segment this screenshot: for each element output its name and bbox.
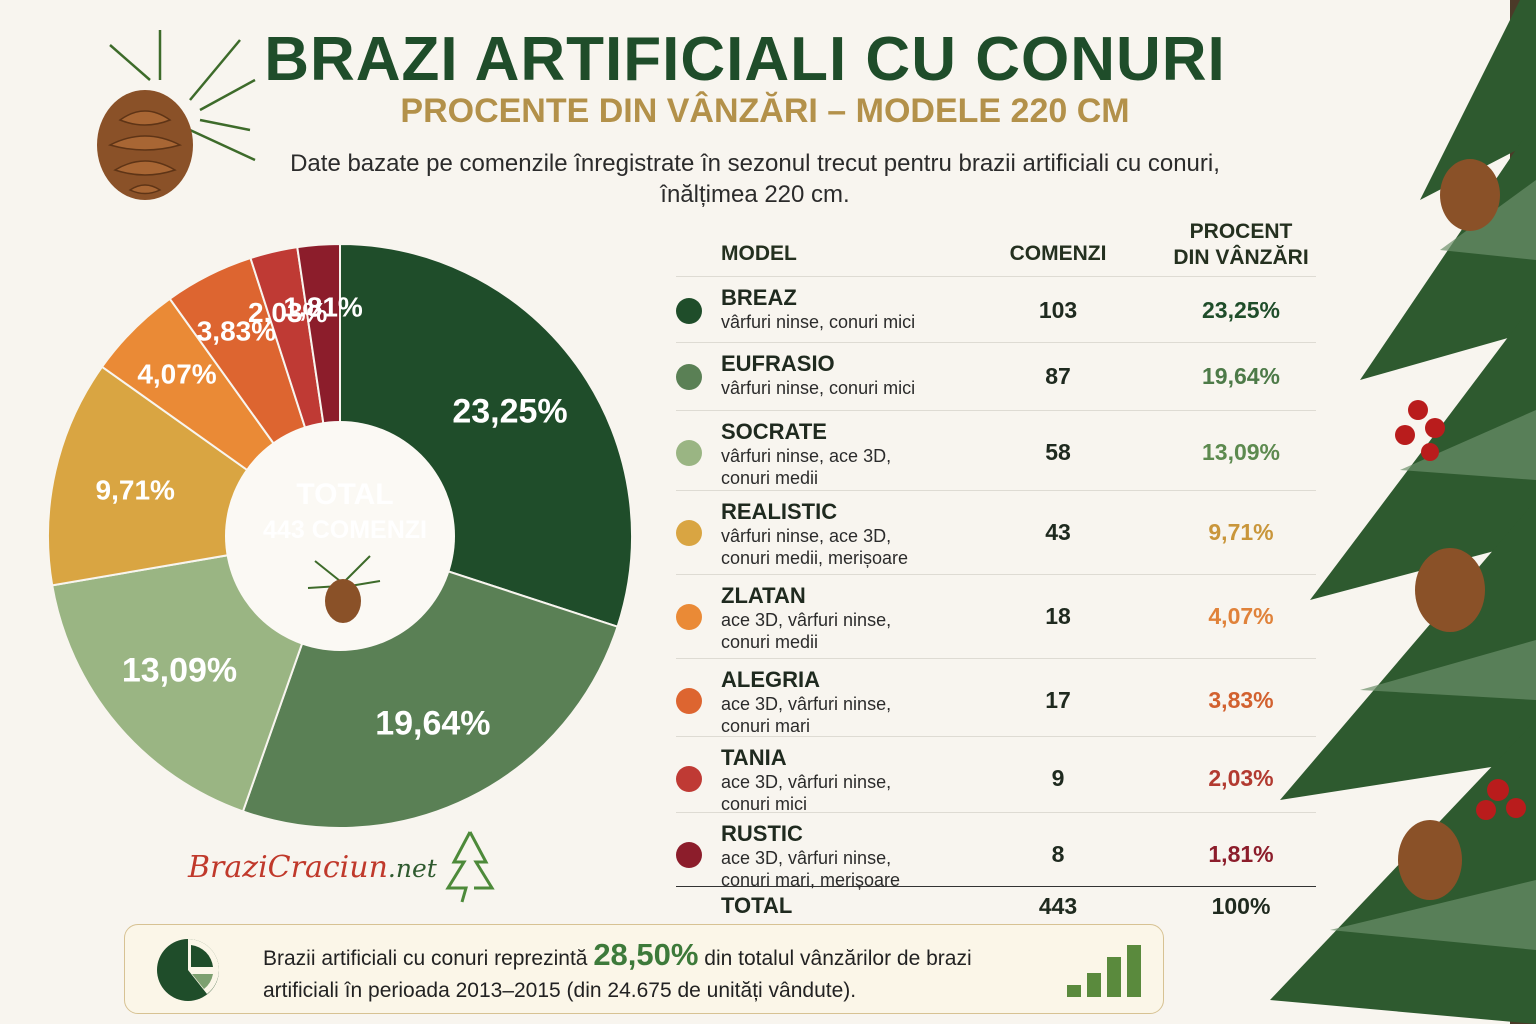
footer-text-before: Brazii artificiali cu conuri reprezintă: [263, 947, 588, 970]
model-desc: ace 3D, vârfuri ninse,: [721, 694, 892, 714]
percent-cell: 9,71%: [1208, 519, 1274, 545]
page-title: BRAZI ARTIFICIALI CU CONURI: [264, 25, 1226, 94]
footer-summary: Brazii artificiali cu conuri reprezintă …: [124, 924, 1164, 1014]
slice-label: 9,71%: [96, 474, 175, 505]
orders-cell: 17: [1045, 687, 1071, 713]
model-name: TANIA: [721, 745, 787, 770]
legend-dot: [676, 298, 702, 324]
page-subtitle: PROCENTE DIN VÂNZĂRI – MODELE 220 CM: [400, 92, 1130, 130]
model-desc: vârfuri ninse, ace 3D,: [721, 446, 892, 466]
slice-label: 4,07%: [137, 359, 216, 390]
table-row: ZLATAN ace 3D, vârfuri ninse, conuri medii…: [676, 574, 1316, 659]
bar-chart-icon: [1067, 945, 1141, 997]
legend-dot: [676, 842, 702, 868]
logo-tld: .net: [387, 854, 437, 883]
orders-cell: 18: [1045, 603, 1071, 629]
slice-label: 19,64%: [375, 704, 490, 742]
model-desc-2: conuri medii: [721, 632, 819, 652]
col-header-model: MODEL: [721, 242, 797, 265]
model-desc: ace 3D, vârfuri ninse,: [721, 772, 892, 792]
brand-logo: BraziCraciun.net: [188, 850, 437, 885]
footer-text: Brazii artificiali cu conuri reprezintă …: [263, 939, 1043, 1007]
slice-label: 3,83%: [197, 316, 276, 347]
orders-cell: 87: [1045, 363, 1071, 389]
legend-dot: [676, 440, 702, 466]
logo-brand: BraziCraciun: [188, 850, 388, 885]
orders-cell: 9: [1051, 765, 1065, 791]
donut-chart: TOTAL 443 COMENZI 23,25% 19,64% 13,09% 9,71…: [47, 242, 633, 829]
legend-dot: [676, 688, 702, 714]
model-name: ALEGRIA: [721, 667, 820, 692]
model-desc-2: conuri mari: [721, 716, 811, 736]
model-name: EUFRASIO: [721, 351, 835, 376]
legend-dot: [676, 364, 702, 390]
legend-dot: [676, 520, 702, 546]
model-desc-2: conuri mari, merișoare: [721, 870, 901, 890]
percent-cell: 23,25%: [1201, 297, 1280, 323]
model-desc: vârfuri ninse, conuri mici: [721, 378, 916, 398]
model-name: ZLATAN: [721, 583, 806, 608]
orders-cell: 58: [1045, 439, 1071, 465]
percent-cell: 4,07%: [1208, 603, 1274, 629]
model-desc: vârfuri ninse, conuri mici: [721, 312, 916, 332]
table-total-row: TOTAL 443 100%: [676, 886, 1316, 927]
model-name: REALISTIC: [721, 499, 838, 524]
slice-label: 23,25%: [452, 393, 567, 431]
orders-cell: 103: [1038, 297, 1078, 323]
percent-cell: 19,64%: [1201, 363, 1280, 389]
table-row: ALEGRIA ace 3D, vârfuri ninse, conuri mari…: [676, 658, 1316, 737]
donut-center-total: 443 COMENZI: [263, 516, 427, 544]
model-desc-2: conuri mici: [721, 794, 808, 814]
legend-dot: [676, 766, 702, 792]
slice-label: 2,03%: [248, 297, 327, 328]
col-header-percent-2: DIN VÂNZĂRI: [1173, 246, 1309, 269]
table-row: SOCRATE vârfuri ninse, ace 3D, conuri medi…: [676, 410, 1316, 491]
total-label: TOTAL: [721, 893, 793, 918]
footer-text-after: din totalul vânzărilor de brazi artifici…: [263, 947, 972, 1002]
footer-highlight: 28,50%: [593, 937, 699, 972]
slice-label: 13,09%: [122, 651, 237, 689]
model-desc-2: conuri medii: [721, 468, 819, 488]
christmas-tree-decoration: [1270, 0, 1536, 1024]
percent-cell: 1,81%: [1208, 841, 1274, 867]
percent-cell: 13,09%: [1201, 439, 1280, 465]
percent-cell: 3,83%: [1208, 687, 1274, 713]
table-row: EUFRASIO vârfuri ninse, conuri mici 87 19,6…: [676, 342, 1316, 411]
tree-logo-icon: [445, 831, 495, 903]
pine-cone-icon: [307, 555, 381, 623]
col-header-percent-1: PROCENT: [1189, 220, 1293, 243]
slice-label: 1,81%: [283, 292, 362, 323]
table-row: BREAZ vârfuri ninse, conuri mici 103 23,25%: [676, 276, 1316, 343]
orders-cell: 8: [1051, 841, 1065, 867]
model-name: BREAZ: [721, 285, 797, 310]
total-percent: 100%: [1211, 893, 1271, 919]
model-name: RUSTIC: [721, 821, 803, 846]
percent-cell: 2,03%: [1208, 765, 1274, 791]
model-desc: ace 3D, vârfuri ninse,: [721, 610, 892, 630]
pie-chart-icon: [157, 939, 219, 1001]
orders-cell: 43: [1045, 519, 1071, 545]
intro-text: Date bazate pe comenzile înregistrate în…: [290, 150, 1220, 208]
table-row: TANIA ace 3D, vârfuri ninse, conuri mici 9 2…: [676, 736, 1316, 814]
total-orders: 443: [1038, 893, 1078, 919]
model-desc-2: conuri medii, merișoare: [721, 548, 909, 568]
table-row: REALISTIC vârfuri ninse, ace 3D, conuri me…: [676, 490, 1316, 575]
donut-center-title: TOTAL: [296, 478, 393, 511]
col-header-orders: COMENZI: [1009, 242, 1107, 265]
donut-center: [225, 421, 455, 651]
model-name: SOCRATE: [721, 419, 827, 444]
model-desc: ace 3D, vârfuri ninse,: [721, 848, 892, 868]
pine-cone-icon: [97, 30, 256, 200]
table-row: RUSTIC ace 3D, vârfuri ninse, conuri mari,…: [676, 812, 1316, 890]
model-desc: vârfuri ninse, ace 3D,: [721, 526, 892, 546]
legend-dot: [676, 604, 702, 630]
